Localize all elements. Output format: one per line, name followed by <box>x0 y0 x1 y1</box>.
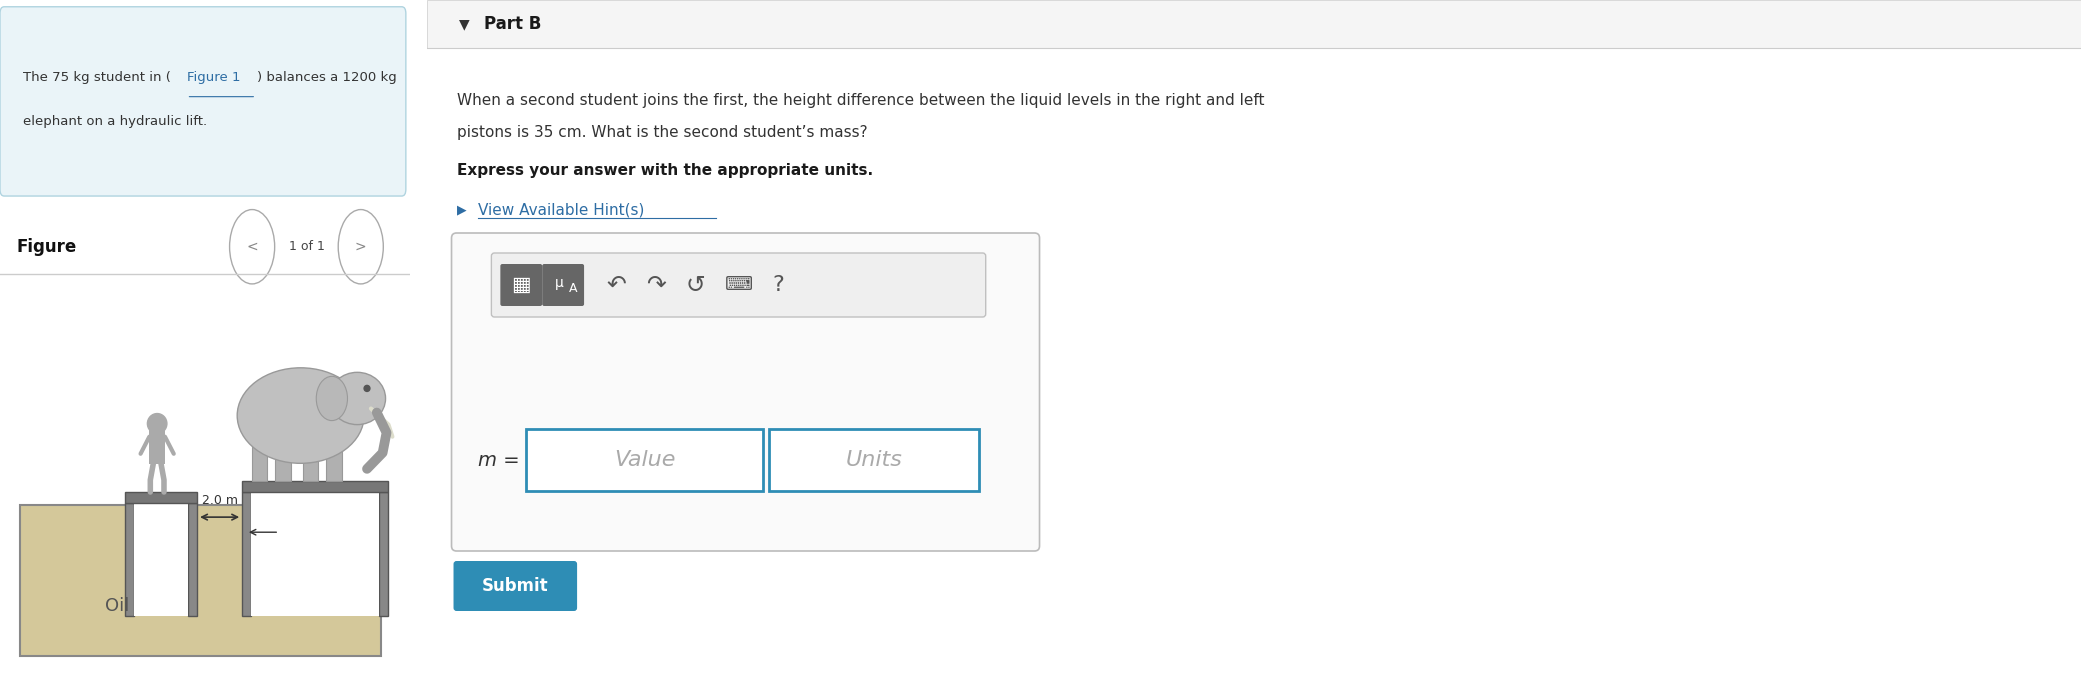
Text: ▶: ▶ <box>456 203 466 216</box>
Text: Oil: Oil <box>104 597 129 614</box>
Text: ↶: ↶ <box>606 273 626 297</box>
Bar <box>241 481 387 492</box>
Circle shape <box>364 385 370 391</box>
Bar <box>427 0 2081 48</box>
Bar <box>241 492 252 616</box>
Text: ▼: ▼ <box>458 17 468 31</box>
Bar <box>19 505 381 656</box>
Text: ⌨: ⌨ <box>724 276 753 295</box>
FancyBboxPatch shape <box>452 233 1040 551</box>
Text: Submit: Submit <box>483 577 549 595</box>
Bar <box>189 503 198 616</box>
Text: ↺: ↺ <box>687 273 705 297</box>
Bar <box>150 426 164 464</box>
Text: ) balances a 1200 kg: ) balances a 1200 kg <box>258 71 397 84</box>
Bar <box>252 443 268 481</box>
Bar <box>275 443 291 481</box>
Text: 2.0 m: 2.0 m <box>202 494 237 507</box>
FancyBboxPatch shape <box>499 264 543 306</box>
Bar <box>133 503 189 616</box>
FancyBboxPatch shape <box>543 264 585 306</box>
Bar <box>125 492 198 503</box>
Text: elephant on a hydraulic lift.: elephant on a hydraulic lift. <box>23 115 206 128</box>
Text: Figure: Figure <box>17 238 77 256</box>
Text: Units: Units <box>845 450 903 470</box>
Text: <: < <box>246 240 258 254</box>
Ellipse shape <box>237 368 364 463</box>
Bar <box>770 429 978 491</box>
Bar <box>327 443 341 481</box>
Bar <box>526 429 764 491</box>
Ellipse shape <box>329 372 385 425</box>
Text: When a second student joins the first, the height difference between the liquid : When a second student joins the first, t… <box>456 93 1263 109</box>
Bar <box>125 503 133 616</box>
Bar <box>252 492 379 616</box>
Text: Part B: Part B <box>485 15 541 33</box>
Ellipse shape <box>316 377 348 420</box>
Text: pistons is 35 cm. What is the second student’s mass?: pistons is 35 cm. What is the second stu… <box>456 126 868 141</box>
Circle shape <box>148 414 166 434</box>
Text: View Available Hint(s): View Available Hint(s) <box>479 203 645 218</box>
Text: 1 of 1: 1 of 1 <box>289 240 325 254</box>
Text: ↷: ↷ <box>645 273 666 297</box>
FancyBboxPatch shape <box>491 253 986 317</box>
Bar <box>379 492 387 616</box>
Text: ?: ? <box>772 275 785 295</box>
Text: Express your answer with the appropriate units.: Express your answer with the appropriate… <box>456 164 872 178</box>
Text: ▦: ▦ <box>512 275 531 295</box>
Text: Value: Value <box>614 450 676 470</box>
Text: m =: m = <box>479 450 520 470</box>
Text: Figure 1: Figure 1 <box>187 71 239 84</box>
Text: >: > <box>356 240 366 254</box>
FancyBboxPatch shape <box>0 7 406 196</box>
Text: The 75 kg student in (: The 75 kg student in ( <box>23 71 171 84</box>
Text: μ: μ <box>554 276 564 290</box>
Text: A: A <box>568 281 579 295</box>
FancyBboxPatch shape <box>454 561 576 611</box>
Bar <box>302 443 318 481</box>
